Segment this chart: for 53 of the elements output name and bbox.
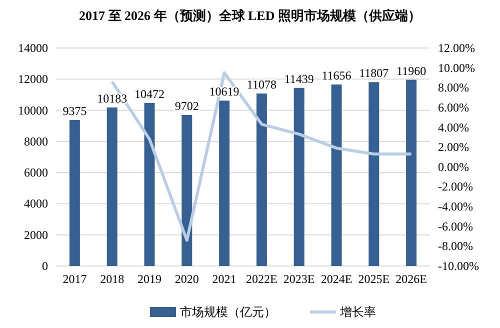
y2-tick-label: 12.00% <box>438 41 475 55</box>
x-tick-label: 2017 <box>62 272 87 286</box>
y-tick-label: 4000 <box>24 196 48 211</box>
y2-tick-label: -8.00% <box>438 239 473 254</box>
x-tick-label: 2022E <box>246 272 278 286</box>
y2-tick-label: 10.00% <box>438 60 475 75</box>
bar <box>256 94 267 266</box>
y2-tick-label: 6.00% <box>438 100 469 114</box>
legend-label: 市场规模（亿元） <box>180 305 276 319</box>
bar <box>406 80 417 266</box>
x-tick-label: 2023E <box>283 272 315 286</box>
data-label: 10472 <box>134 86 164 101</box>
y2-tick-label: -10.00% <box>438 259 479 273</box>
bar <box>368 82 380 266</box>
y-tick-label: 12000 <box>18 72 48 86</box>
data-label: 9375 <box>62 104 87 118</box>
y-tick-label: 0 <box>42 259 48 273</box>
data-label: 11439 <box>284 72 314 86</box>
chart-title: 2017 至 2026 年（预测）全球 LED 照明市场规模（供应端） <box>79 8 421 23</box>
y2-tick-label: -2.00% <box>438 180 473 194</box>
y-tick-label: 8000 <box>24 134 48 148</box>
y-tick-label: 14000 <box>18 41 48 55</box>
x-tick-label: 2019 <box>138 272 162 286</box>
bar <box>294 88 304 266</box>
data-label: 10619 <box>209 84 240 99</box>
y2-tick-label: 0.00% <box>438 160 469 174</box>
data-label: 11960 <box>396 64 426 78</box>
y2-tick-label: 8.00% <box>438 80 469 95</box>
bar <box>331 84 342 266</box>
data-label: 9702 <box>174 98 199 113</box>
bar <box>182 114 192 266</box>
legend-label: 增长率 <box>339 305 376 319</box>
x-tick-label: 2025E <box>358 272 390 286</box>
y2-tick-label: -4.00% <box>438 200 473 214</box>
y-tick-label: 10000 <box>18 103 48 118</box>
bar <box>219 100 230 266</box>
data-label: 11656 <box>322 68 352 82</box>
y-tick-label: 2000 <box>24 228 48 242</box>
x-tick-label: 2020 <box>174 272 199 286</box>
data-label: 11807 <box>359 66 389 80</box>
y2-tick-label: -6.00% <box>438 219 473 234</box>
bar <box>69 120 80 266</box>
y2-tick-label: 4.00% <box>438 120 469 134</box>
x-tick-label: 2026E <box>396 272 427 286</box>
data-label: 10183 <box>97 91 128 106</box>
bar <box>106 107 118 266</box>
x-tick-label: 2024E <box>320 272 352 286</box>
data-label: 11078 <box>246 78 276 92</box>
y-tick-label: 6000 <box>24 166 48 180</box>
y2-tick-label: 2.00% <box>438 140 469 154</box>
bar <box>144 102 155 266</box>
x-tick-label: 2021 <box>212 272 236 286</box>
x-tick-label: 2018 <box>100 272 124 286</box>
